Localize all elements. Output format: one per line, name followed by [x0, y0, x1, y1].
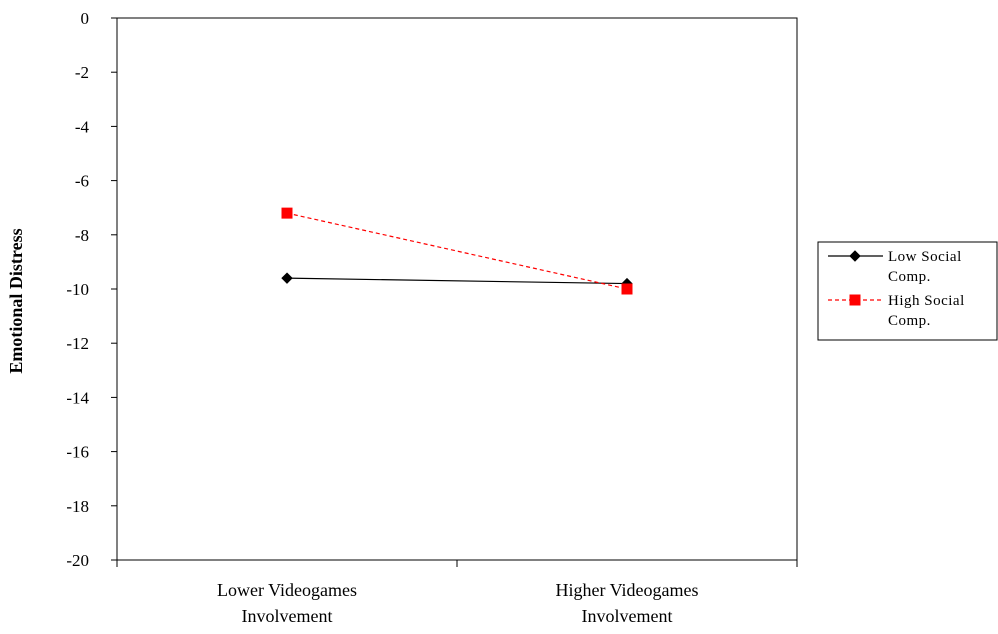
legend-entry-label: High Social Comp. [888, 293, 965, 329]
axes [116, 17, 798, 561]
legend-entry-label: Low Social Comp. [888, 249, 962, 285]
series-2 [281, 207, 633, 295]
y-tick-label: 0 [81, 9, 90, 28]
series-line [286, 212, 628, 290]
x-axis-ticks: Lower Videogames Involvement Higher Videog… [116, 560, 798, 626]
x-category-label: Higher Videogames Involvement [555, 580, 698, 626]
square-marker [621, 283, 633, 295]
legend-box [817, 241, 998, 341]
series-line [286, 277, 628, 285]
series-layer [281, 207, 633, 295]
y-tick-label: -10 [66, 280, 89, 299]
y-axis-ticks: 0 -2 -4 -6 -8 -10 -12 -14 -16 -18 -20 [66, 9, 117, 570]
y-tick-label: -12 [66, 334, 89, 353]
y-tick-label: -18 [66, 497, 89, 516]
diamond-marker [281, 272, 293, 284]
square-marker [849, 294, 861, 306]
diamond-marker [849, 250, 861, 262]
plot-area [116, 17, 798, 561]
y-tick-label: -16 [66, 443, 89, 462]
legend: Low Social Comp. High Social Comp. [817, 241, 998, 341]
y-tick-label: -14 [66, 388, 89, 407]
square-marker [281, 207, 293, 219]
y-axis-label: Emotional Distress [6, 228, 26, 373]
x-category-label: Lower Videogames Involvement [217, 580, 357, 626]
y-tick-label: -2 [75, 63, 89, 82]
series-1 [281, 272, 633, 290]
y-tick-label: -6 [75, 172, 89, 191]
y-tick-label: -20 [66, 551, 89, 570]
y-tick-label: -8 [75, 226, 89, 245]
y-tick-label: -4 [75, 117, 90, 136]
